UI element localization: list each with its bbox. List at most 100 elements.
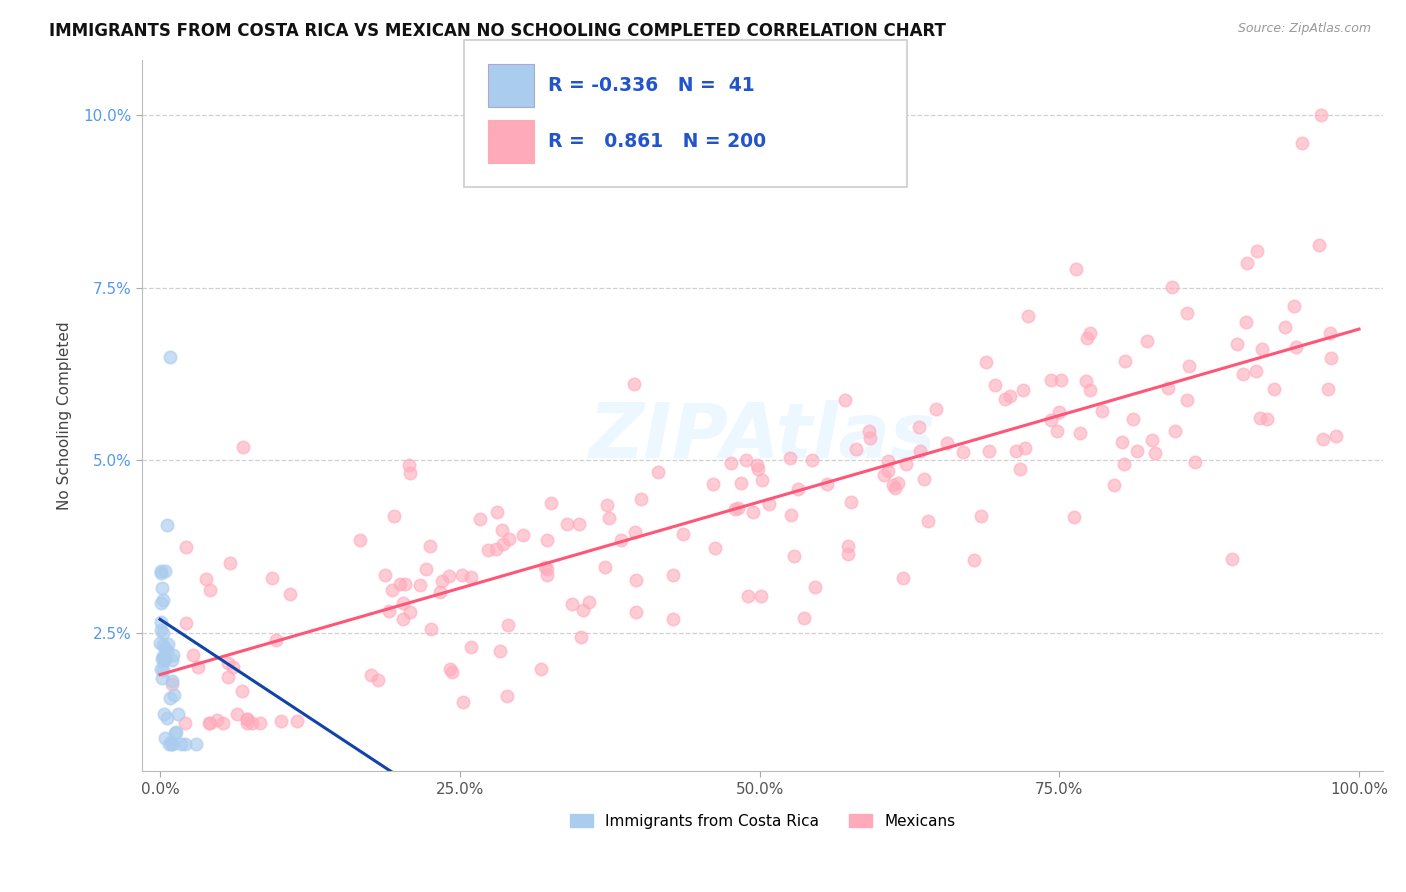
Point <box>200 716 222 731</box>
Point <box>367 673 389 688</box>
Point <box>266 632 288 647</box>
Point <box>724 502 747 516</box>
Point <box>1220 552 1243 566</box>
Point <box>149 615 172 629</box>
Point <box>207 713 229 727</box>
Point <box>165 725 187 739</box>
Point <box>285 714 308 729</box>
Text: ZIPAtlas: ZIPAtlas <box>589 400 936 474</box>
Point <box>262 571 284 585</box>
Point <box>1317 382 1340 396</box>
Point <box>804 580 827 594</box>
Point <box>1234 315 1257 329</box>
Point <box>150 581 173 595</box>
Point <box>623 376 645 391</box>
Point <box>1104 478 1126 492</box>
Point <box>280 587 302 601</box>
Point <box>834 392 856 407</box>
Point <box>409 578 432 592</box>
Point <box>569 630 592 644</box>
Point <box>1114 458 1136 472</box>
Point <box>198 715 221 730</box>
Point <box>1246 244 1268 258</box>
Point <box>377 604 399 618</box>
Text: R =   0.861   N = 200: R = 0.861 N = 200 <box>548 132 766 152</box>
Point <box>994 392 1017 406</box>
Point <box>153 652 176 666</box>
Point <box>249 716 271 731</box>
Point <box>181 648 204 662</box>
Point <box>236 716 259 731</box>
Point <box>437 569 460 583</box>
Point <box>450 568 472 582</box>
Point <box>1285 339 1308 353</box>
Point <box>536 533 558 548</box>
Point <box>970 508 993 523</box>
Point <box>1324 429 1347 443</box>
Point <box>783 549 806 563</box>
Point <box>160 674 183 689</box>
Point <box>1184 455 1206 469</box>
Point <box>176 615 198 630</box>
Point <box>498 532 520 546</box>
Point <box>859 431 882 445</box>
Point <box>153 650 176 665</box>
Point <box>1046 424 1069 438</box>
Point <box>157 737 180 751</box>
Point <box>349 533 371 547</box>
Point <box>491 523 513 537</box>
Point <box>1091 404 1114 418</box>
Point <box>815 476 838 491</box>
Point <box>1122 412 1144 426</box>
Point <box>1164 424 1187 438</box>
Point <box>1175 392 1198 407</box>
Point <box>887 476 910 491</box>
Point <box>1135 334 1157 348</box>
Point <box>231 684 253 698</box>
Point <box>624 605 647 619</box>
Point <box>896 458 918 472</box>
Point <box>153 564 176 578</box>
Point <box>737 590 759 604</box>
Point <box>1319 326 1341 340</box>
Point <box>908 420 931 434</box>
Point <box>165 725 187 739</box>
Point <box>200 582 222 597</box>
Point <box>720 456 742 470</box>
Point <box>382 509 405 524</box>
Point <box>704 541 727 556</box>
Point <box>1226 337 1249 351</box>
Point <box>974 355 997 369</box>
Point <box>610 533 633 548</box>
Point <box>149 564 172 578</box>
Point <box>793 611 815 625</box>
Point <box>578 595 600 609</box>
Point <box>152 638 174 652</box>
Point <box>496 689 519 703</box>
Point <box>1012 383 1035 397</box>
Point <box>572 603 595 617</box>
Point <box>485 541 508 556</box>
Point <box>415 562 437 576</box>
Point <box>419 539 441 553</box>
Point <box>1114 354 1136 368</box>
Point <box>1017 309 1039 323</box>
Point <box>935 435 957 450</box>
Point <box>153 706 176 721</box>
Point <box>162 648 184 663</box>
Point <box>235 713 257 727</box>
Point <box>153 640 176 655</box>
Point <box>150 671 173 685</box>
Point <box>420 622 443 636</box>
Point <box>231 440 253 454</box>
Point <box>877 465 900 479</box>
Text: R = -0.336   N =  41: R = -0.336 N = 41 <box>548 76 755 95</box>
Point <box>749 589 772 603</box>
Point <box>374 568 396 582</box>
Point <box>672 527 695 541</box>
Point <box>751 473 773 487</box>
Point <box>742 505 765 519</box>
Point <box>174 737 197 751</box>
Point <box>1063 509 1085 524</box>
Point <box>1246 364 1268 378</box>
